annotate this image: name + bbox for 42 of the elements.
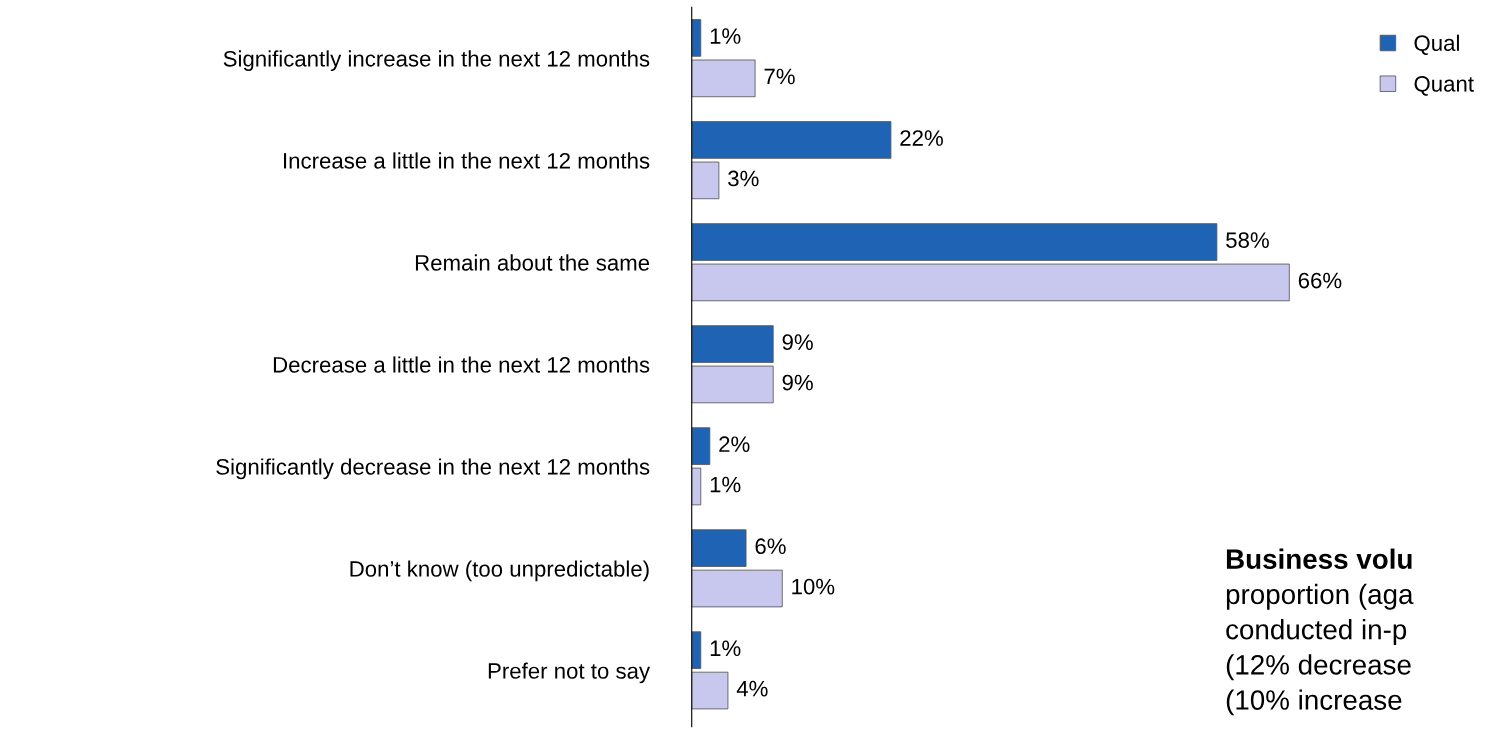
annotation: (12% decrease (1226, 654, 1411, 681)
annotation: Business volu (1226, 548, 1412, 569)
y-tick-label: Significantly decrease in the next 12 months (216, 458, 650, 480)
y-tick-label: Remain about the same (415, 254, 650, 271)
data-label: 10% (792, 578, 835, 595)
bar (691, 223, 1218, 261)
data-label: 2% (719, 436, 750, 452)
annotation: proportion (aga (1226, 583, 1414, 610)
data-label: 9% (782, 334, 813, 351)
bar (691, 161, 720, 200)
data-label: 58% (1226, 232, 1269, 248)
data-label: 22% (900, 130, 943, 146)
data-label: 3% (728, 170, 759, 187)
data-label: 6% (755, 538, 786, 555)
annotation: (10% increase (1226, 689, 1402, 716)
y-tick-label: Decrease a little in the next 12 months (273, 356, 650, 373)
bar (691, 365, 774, 404)
bar (691, 467, 702, 506)
data-label: 1% (710, 28, 741, 44)
bar (691, 671, 729, 710)
bar (691, 325, 774, 363)
bar (691, 263, 1290, 302)
bar (691, 59, 756, 98)
data-label: 66% (1298, 272, 1342, 289)
y-tick-label: Increase a little in the next 12 months (284, 152, 650, 169)
bar (691, 529, 747, 567)
legend-label: Quant (1414, 75, 1474, 96)
bar (691, 427, 711, 465)
data-label: 1% (710, 476, 741, 493)
bar (691, 19, 702, 57)
data-label: 7% (764, 68, 795, 85)
data-label: 1% (710, 640, 741, 657)
y-tick-label: Don’t know (too unpredictable) (350, 560, 649, 582)
bar (691, 631, 702, 669)
data-label: 4% (736, 680, 768, 697)
bar (691, 121, 892, 159)
legend-label: Qual (1414, 34, 1459, 55)
bar (691, 569, 783, 608)
data-label: 9% (782, 374, 813, 391)
y-tick-label: Significantly increase in the next 12 months (223, 50, 650, 72)
y-tick-label: Prefer not to say (488, 662, 651, 684)
annotation: conducted in-p (1226, 619, 1407, 645)
